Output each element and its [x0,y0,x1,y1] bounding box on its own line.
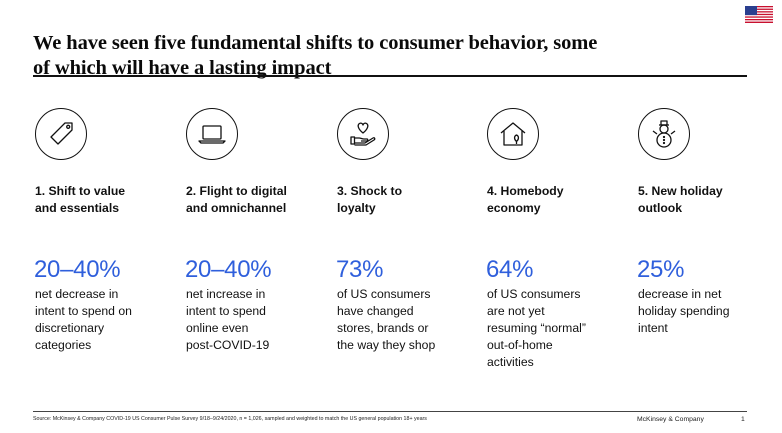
shift-title: 2. Flight to digital and omnichannel [186,184,287,215]
shift-column-5: 5. New holiday outlook 25% decrease in n… [637,108,782,335]
shift-description: net decrease in intent to spend on discr… [35,287,132,352]
source-note: Source: McKinsey & Company COVID-19 US C… [33,416,427,422]
price-tag-icon [50,122,73,145]
shift-column-4: 4. Homebody economy 64% of US consumers … [486,108,636,369]
icon-circle [186,108,238,160]
company-name: McKinsey & Company [637,416,704,423]
shift-stat: 64% [486,256,534,283]
title-line-2: of which will have a lasting impact [33,57,332,79]
page-title: We have seen five fundamental shifts to … [33,31,733,81]
shift-stat: 20–40% [34,256,121,283]
shift-description: of US consumers have changed stores, bra… [337,287,436,352]
shift-description: decrease in net holiday spending intent [638,287,730,335]
shift-column-3: 3. Shock to loyalty 73% of US consumers … [336,108,486,352]
icon-circle [638,108,690,160]
page-number: 1 [741,416,745,423]
snowman-icon [652,120,676,148]
shift-title: 4. Homebody economy [487,184,564,215]
us-flag-icon [745,6,773,23]
shift-title: 1. Shift to value and essentials [35,184,126,215]
icon-circle [35,108,87,160]
heart-in-hand-icon [350,122,376,146]
shift-column-1: 1. Shift to value and essentials 20–40% … [34,108,184,352]
shift-stat: 25% [637,256,685,283]
title-divider [33,75,747,77]
shift-stat: 20–40% [185,256,272,283]
laptop-icon [198,125,226,144]
icon-circle [337,108,389,160]
footer-divider [33,411,747,412]
icon-circle [487,108,539,160]
house-icon [500,122,526,146]
title-line-1: We have seen five fundamental shifts to … [33,32,598,54]
shift-title: 5. New holiday outlook [638,184,723,215]
shift-title: 3. Shock to loyalty [337,184,403,215]
shift-description: of US consumers are not yet resuming “no… [487,287,586,369]
shift-stat: 73% [336,256,384,283]
shift-column-2: 2. Flight to digital and omnichannel 20–… [185,108,335,352]
shift-description: net increase in intent to spend online e… [186,287,270,352]
